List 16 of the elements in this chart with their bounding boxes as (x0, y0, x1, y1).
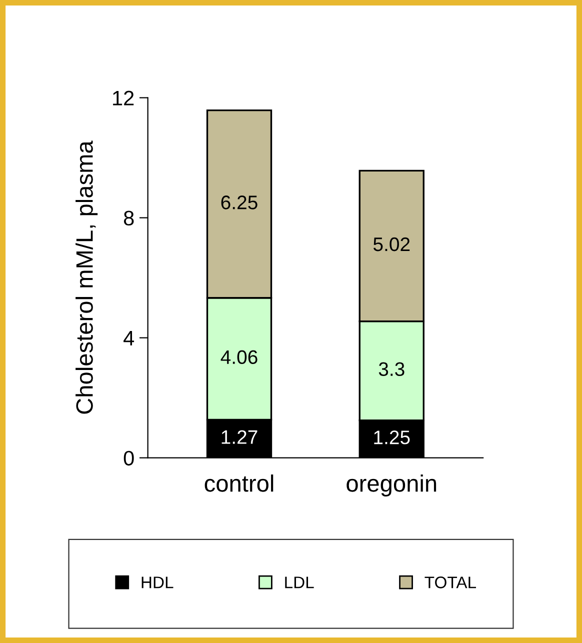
data-label: 6.25 (221, 196, 258, 210)
y-tick-label: 4 (124, 331, 134, 346)
x-tick-label: oregonin (346, 474, 436, 496)
y-tick-label: 8 (124, 210, 134, 226)
legend-label: LDL (285, 576, 314, 588)
data-label: 4.06 (220, 350, 258, 364)
y-tick-label: 12 (113, 90, 134, 106)
data-label: 5.02 (373, 237, 410, 252)
x-tick-label: control (204, 474, 274, 492)
data-label: 3.3 (378, 362, 404, 376)
y-axis-title: Cholesterol mM/L, plasma (76, 140, 98, 414)
y-tick-label: 0 (124, 450, 134, 466)
legend-label: TOTAL (424, 576, 476, 588)
data-label: 1.25 (374, 430, 410, 444)
legend-label: HDL (142, 576, 174, 588)
data-label: 1.27 (222, 430, 258, 444)
